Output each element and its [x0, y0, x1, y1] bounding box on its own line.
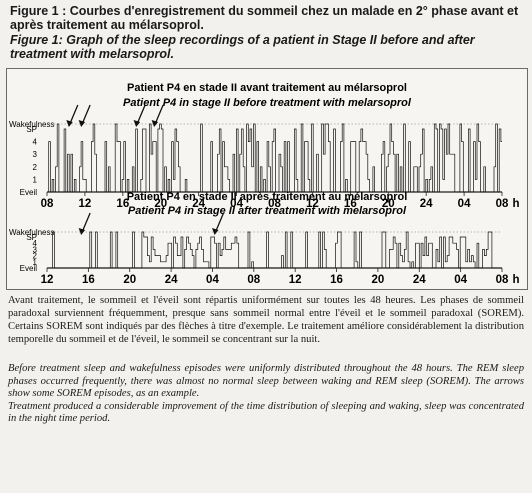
x-tick-label: 12 — [41, 274, 54, 286]
sorem-arrow-head — [78, 120, 86, 127]
hypnogram-panel-2: Patient P4 en stade II après traitement … — [9, 191, 520, 286]
paragraph-english-1: Before treatment sleep and wakefulness e… — [8, 363, 524, 400]
paragraph-french: Avant traitement, le sommeil et l'éveil … — [8, 295, 524, 346]
hypnogram-chart-svg: Patient P4 en stade II avant traitement … — [9, 82, 520, 286]
paragraph-english-2: Treatment produced a considerable improv… — [8, 400, 524, 425]
panel-title-french: Patient P4 en stade II avant traitement … — [127, 82, 407, 94]
x-tick-label: 24 — [192, 198, 205, 210]
x-tick-label: 24 — [165, 274, 178, 286]
y-level-label-1: SP — [26, 233, 37, 242]
x-tick-label: 04 — [454, 274, 467, 286]
y-level-label-5: 1 — [33, 258, 38, 267]
body-text-english: Before treatment sleep and wakefulness e… — [8, 363, 524, 426]
sorem-arrow — [66, 104, 79, 127]
x-tick-label: 12 — [289, 274, 302, 286]
x-tick-label: 20 — [154, 198, 167, 210]
y-level-label-2: 4 — [33, 138, 38, 147]
sorem-arrow-shaft — [154, 104, 164, 125]
sorem-arrow-head — [78, 228, 86, 235]
x-tick-label: 08 — [496, 198, 509, 210]
x-tick-label: 08 — [268, 198, 281, 210]
hypnogram-trace — [47, 123, 502, 193]
y-level-label-3: 3 — [33, 150, 38, 159]
x-tick-label: 20 — [382, 198, 395, 210]
hypnogram-panel-1: Patient P4 en stade II avant traitement … — [9, 82, 520, 210]
x-tick-label: 16 — [82, 274, 95, 286]
y-level-label-4: 2 — [33, 163, 38, 172]
x-tick-label: 04 — [458, 198, 471, 210]
hypnogram-figure: Patient P4 en stade II avant traitement … — [6, 68, 528, 290]
x-tick-label: 04 — [230, 198, 243, 210]
x-tick-label: 16 — [116, 198, 129, 210]
y-level-label-2: 4 — [33, 239, 38, 248]
x-axis: 08 12 16 20 24 04 08 12 16 20 24 04 08 h — [41, 192, 520, 210]
x-tick-label: 16 — [344, 198, 357, 210]
x-tick-label: 08 — [496, 274, 509, 286]
x-tick-label: 20 — [372, 274, 385, 286]
panel-title-french: Patient P4 en stade II après traitement … — [127, 191, 408, 203]
figure-caption-english: Figure 1: Graph of the sleep recordings … — [10, 33, 475, 61]
x-tick-label: 20 — [123, 274, 136, 286]
sorem-arrow-shaft — [81, 104, 91, 125]
x-tick-label: 12 — [79, 198, 92, 210]
sorem-arrow-head — [133, 120, 141, 127]
panel-title-english: Patient P4 in stage II before treatment … — [123, 97, 412, 109]
sorem-arrow-head — [66, 120, 73, 127]
x-tick-label: 24 — [413, 274, 426, 286]
y-level-label-0: Wakefulness — [9, 120, 55, 129]
y-level-label-5: 1 — [33, 175, 38, 184]
body-text-french: Avant traitement, le sommeil et l'éveil … — [8, 294, 524, 346]
sorem-arrow — [78, 104, 91, 127]
sorem-arrow-shaft — [81, 212, 91, 233]
figure-caption-french: Figure 1 : Courbes d'enregistrement du s… — [10, 4, 519, 32]
x-tick-label: 08 — [41, 198, 54, 210]
sorem-arrow-head — [212, 228, 219, 235]
y-level-label-6: Eveil — [20, 188, 38, 197]
sorem-arrow-head — [151, 120, 159, 127]
sorem-arrow-shaft — [69, 104, 79, 125]
x-tick-label: 08 — [247, 274, 260, 286]
y-level-label-3: 3 — [33, 245, 38, 254]
sorem-arrow-shaft — [136, 104, 146, 125]
y-level-label-4: 2 — [33, 252, 38, 261]
x-tick-label: 04 — [206, 274, 219, 286]
y-level-label-6: Eveil — [20, 264, 38, 273]
x-axis: 12 16 20 24 04 08 12 16 20 24 04 08 h — [41, 268, 520, 286]
sorem-arrow — [78, 212, 91, 235]
y-level-label-1: SP — [26, 125, 37, 134]
x-unit-label: h — [512, 198, 519, 210]
x-tick-label: 24 — [420, 198, 433, 210]
x-tick-label: 16 — [330, 274, 343, 286]
sorem-arrow — [212, 212, 225, 235]
sorem-arrow — [133, 104, 146, 127]
y-level-label-0: Wakefulness — [9, 228, 55, 237]
x-tick-label: 12 — [306, 198, 319, 210]
hypnogram-trace — [47, 231, 502, 269]
sorem-arrow-shaft — [214, 212, 225, 233]
x-unit-label: h — [512, 274, 519, 286]
sorem-arrow — [151, 104, 164, 127]
panel-title-english: Patient P4 in stage II after treatment w… — [128, 205, 407, 217]
